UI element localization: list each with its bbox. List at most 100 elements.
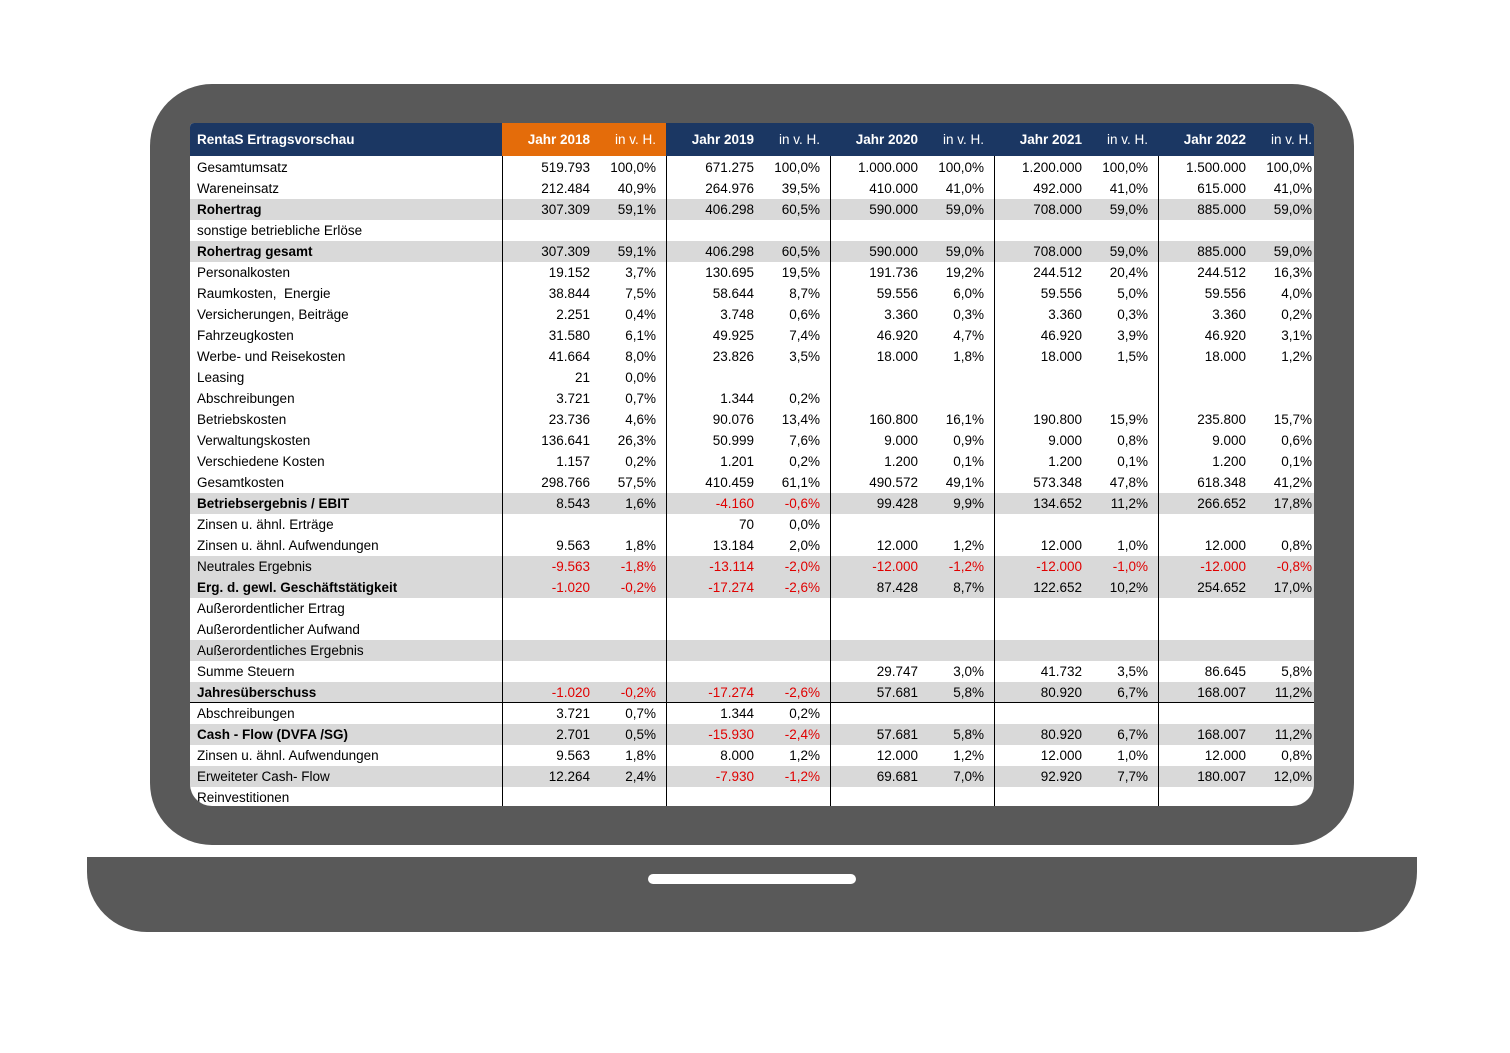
- row-label: Außerordentliches Ergebnis: [197, 643, 364, 658]
- row-label: Abschreibungen: [197, 391, 295, 406]
- row-label: Summe Steuern: [197, 664, 295, 679]
- percent-cell: 4,7%: [953, 328, 984, 343]
- percent-cell: 100,0%: [938, 160, 984, 175]
- value-cell: -1.020: [551, 685, 590, 700]
- row-label: Betriebsergebnis / EBIT: [197, 496, 350, 511]
- value-cell: 266.652: [1197, 496, 1246, 511]
- row-divider: [190, 702, 1314, 703]
- value-cell: 46.920: [1204, 328, 1246, 343]
- percent-cell: 0,2%: [1281, 307, 1312, 322]
- value-cell: 708.000: [1033, 202, 1082, 217]
- row-label: Verwaltungskosten: [197, 433, 311, 448]
- value-cell: -1.020: [551, 580, 590, 595]
- value-cell: 1.200: [1212, 454, 1246, 469]
- header-bg: [190, 123, 1314, 156]
- percent-cell: 5,8%: [1281, 664, 1312, 679]
- percent-cell: 5,8%: [953, 727, 984, 742]
- value-cell: 8.543: [556, 496, 590, 511]
- row-label: Erweiteter Cash- Flow: [197, 769, 330, 784]
- row-shade: [190, 682, 1314, 703]
- column-divider: [830, 156, 831, 806]
- value-cell: -12.000: [1036, 559, 1082, 574]
- percent-cell: 49,1%: [945, 475, 984, 490]
- value-cell: 191.736: [869, 265, 918, 280]
- percent-cell: 1,8%: [953, 349, 984, 364]
- value-cell: 12.000: [1040, 748, 1082, 763]
- value-cell: 212.484: [541, 181, 590, 196]
- value-cell: 9.563: [556, 538, 590, 553]
- column-divider: [666, 156, 667, 806]
- value-cell: 618.348: [1197, 475, 1246, 490]
- percent-cell: 59,0%: [1109, 244, 1148, 259]
- value-cell: 492.000: [1033, 181, 1082, 196]
- percent-cell: 0,2%: [789, 706, 820, 721]
- row-label: Versicherungen, Beiträge: [197, 307, 349, 322]
- percent-cell: 59,0%: [945, 244, 984, 259]
- percent-cell: 61,1%: [781, 475, 820, 490]
- percent-cell: 100,0%: [774, 160, 820, 175]
- value-cell: 18.000: [1204, 349, 1246, 364]
- value-cell: 590.000: [869, 202, 918, 217]
- row-label: Neutrales Ergebnis: [197, 559, 312, 574]
- value-cell: 8.000: [720, 748, 754, 763]
- value-cell: 134.652: [1033, 496, 1082, 511]
- row-label: Rohertrag: [197, 202, 262, 217]
- header-year: Jahr 2021: [1019, 132, 1082, 147]
- value-cell: 12.000: [1040, 538, 1082, 553]
- value-cell: 70: [738, 517, 754, 532]
- percent-cell: 6,0%: [953, 286, 984, 301]
- row-label: Abschreibungen: [197, 706, 295, 721]
- value-cell: 49.925: [712, 328, 754, 343]
- percent-cell: 60,5%: [781, 202, 820, 217]
- percent-cell: 7,7%: [1117, 769, 1148, 784]
- percent-cell: 15,9%: [1109, 412, 1148, 427]
- percent-cell: 0,7%: [625, 706, 656, 721]
- value-cell: 41.732: [1040, 664, 1082, 679]
- value-cell: 885.000: [1197, 244, 1246, 259]
- value-cell: 18.000: [1040, 349, 1082, 364]
- percent-cell: 3,5%: [789, 349, 820, 364]
- percent-cell: 10,2%: [1109, 580, 1148, 595]
- percent-cell: 1,8%: [625, 748, 656, 763]
- percent-cell: 6,7%: [1117, 727, 1148, 742]
- percent-cell: 3,0%: [953, 664, 984, 679]
- value-cell: 3.360: [1048, 307, 1082, 322]
- row-label: Zinsen u. ähnl. Erträge: [197, 517, 334, 532]
- percent-cell: 57,5%: [617, 475, 656, 490]
- value-cell: 3.360: [1212, 307, 1246, 322]
- value-cell: 519.793: [541, 160, 590, 175]
- percent-cell: 0,8%: [1281, 748, 1312, 763]
- percent-cell: 6,1%: [625, 328, 656, 343]
- value-cell: 86.645: [1204, 664, 1246, 679]
- value-cell: -12.000: [872, 559, 918, 574]
- value-cell: 1.200.000: [1021, 160, 1082, 175]
- percent-cell: 0,1%: [1281, 454, 1312, 469]
- row-label: Außerordentlicher Ertrag: [197, 601, 345, 616]
- percent-cell: 40,9%: [617, 181, 656, 196]
- value-cell: 9.000: [884, 433, 918, 448]
- value-cell: 12.000: [1204, 748, 1246, 763]
- value-cell: 180.007: [1197, 769, 1246, 784]
- percent-cell: 26,3%: [617, 433, 656, 448]
- percent-cell: 2,0%: [789, 538, 820, 553]
- value-cell: 244.512: [1197, 265, 1246, 280]
- percent-cell: 11,2%: [1274, 727, 1312, 742]
- percent-cell: 59,0%: [1273, 244, 1312, 259]
- value-cell: 122.652: [1033, 580, 1082, 595]
- percent-cell: 1,2%: [1281, 349, 1312, 364]
- value-cell: 46.920: [876, 328, 918, 343]
- percent-cell: 3,7%: [625, 265, 656, 280]
- row-shade: [190, 577, 1314, 598]
- percent-cell: 12,0%: [1273, 769, 1312, 784]
- percent-cell: -0,8%: [1276, 559, 1312, 574]
- row-label: Zinsen u. ähnl. Aufwendungen: [197, 748, 379, 763]
- value-cell: 57.681: [876, 727, 918, 742]
- value-cell: 18.000: [876, 349, 918, 364]
- value-cell: 12.000: [876, 538, 918, 553]
- value-cell: 50.999: [712, 433, 754, 448]
- value-cell: 3.748: [720, 307, 754, 322]
- percent-cell: 0,6%: [789, 307, 820, 322]
- percent-cell: 1,2%: [789, 748, 820, 763]
- value-cell: 190.800: [1033, 412, 1082, 427]
